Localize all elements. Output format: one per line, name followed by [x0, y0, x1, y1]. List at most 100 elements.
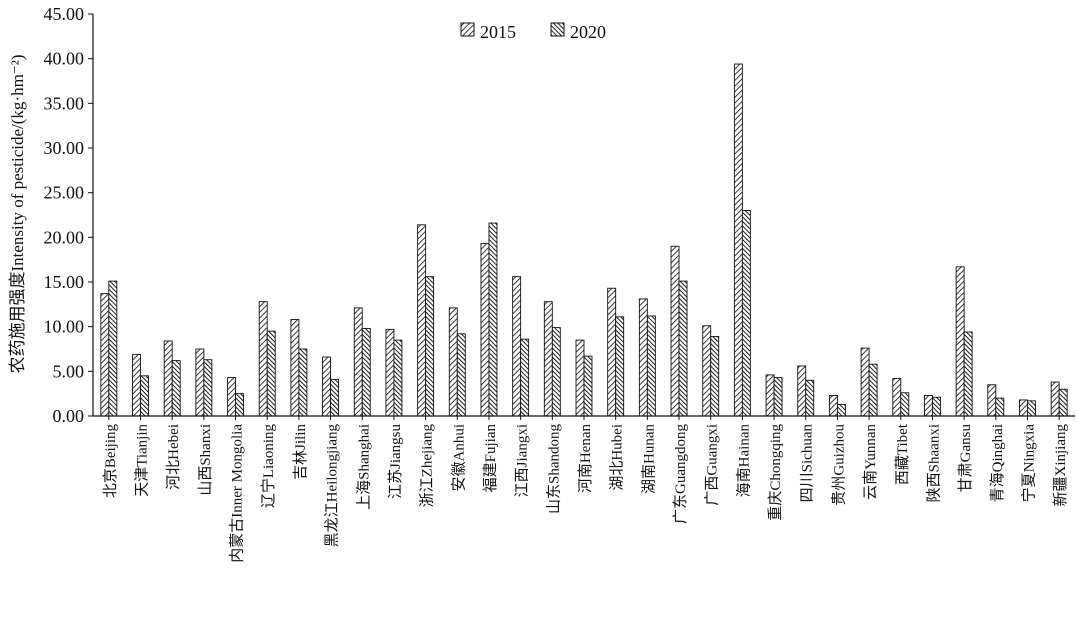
bar-2020 [615, 316, 625, 417]
x-tick-label: 江苏Jiangsu [387, 424, 404, 500]
bar-2015 [702, 325, 712, 417]
x-tick-label: 海南Hainan [735, 424, 752, 498]
x-tick-label: 四川Sichuan [800, 424, 816, 503]
x-tick-label: 吉林Jilin [292, 424, 309, 480]
y-tick-label: 40.00 [44, 49, 85, 69]
bar-2015 [480, 243, 490, 417]
bar-2020 [203, 359, 213, 417]
legend: 2015 2020 [460, 22, 606, 42]
bar-2020 [836, 403, 846, 417]
x-tick-label: 河北Hebei [165, 424, 182, 490]
bar-2015 [860, 347, 870, 417]
x-tick-label: 山东Shandong [545, 424, 562, 515]
bar-2020 [805, 379, 815, 417]
bar-2020 [298, 348, 308, 417]
bar-2020 [1058, 388, 1068, 417]
x-tick-label: 甘肃Gansu [957, 424, 974, 493]
bar-2015 [892, 378, 902, 417]
bar-2020 [932, 396, 941, 417]
bar-2015 [227, 377, 236, 417]
legend-swatch-2015 [460, 22, 475, 37]
x-tick-label: 西藏Tibet [894, 423, 911, 485]
bar-2020 [488, 222, 498, 417]
bar-2020 [868, 363, 878, 417]
x-tick-label: 辽宁Liaoning [260, 424, 277, 509]
x-tick-label: 江西Jiangxi [514, 424, 531, 497]
bar-2015 [987, 384, 997, 417]
y-tick-label: 10.00 [44, 317, 85, 337]
bar-2015 [385, 328, 395, 417]
x-tick-label: 浙江Zhejiang [419, 424, 436, 508]
bar-2020 [520, 338, 530, 417]
bar-2020 [425, 276, 435, 417]
bar-2020 [108, 280, 118, 417]
x-tick-label: 广东Guangdong [672, 424, 689, 524]
bar-2020 [710, 336, 720, 417]
bar-2020 [1027, 400, 1036, 417]
legend-swatch-2020 [550, 22, 565, 37]
bar-2015 [1050, 381, 1060, 417]
bar-2020 [900, 392, 910, 417]
bar-2015 [258, 301, 268, 417]
bar-2015 [670, 245, 680, 417]
y-tick-label: 15.00 [44, 272, 85, 292]
bar-2020 [361, 328, 371, 417]
x-tick-label: 内蒙古Inner Mongolia [229, 424, 246, 563]
bar-2020 [963, 331, 973, 417]
bar-2015 [924, 395, 933, 417]
x-tick-label: 新疆Xinjiang [1052, 424, 1069, 507]
bar-2020 [995, 397, 1005, 417]
x-tick-label: 天津Tianjin [134, 424, 151, 497]
bar-2020 [235, 393, 244, 417]
bar-2020 [773, 377, 783, 417]
x-tick-label: 北京Beijing [102, 424, 119, 499]
bar-2015 [797, 365, 807, 417]
bar-2015 [733, 63, 743, 417]
bar-2015 [575, 339, 585, 417]
x-tick-label: 山西Shanxi [197, 424, 214, 496]
bar-2015 [607, 287, 617, 417]
y-tick-label: 0.00 [53, 406, 85, 426]
bar-2020 [678, 280, 688, 417]
x-tick-label: 湖北Hubei [609, 424, 626, 491]
bar-2020 [551, 327, 561, 417]
x-tick-label: 上海Shanghai [355, 424, 372, 510]
bar-2015 [955, 266, 965, 417]
x-tick-label: 河南Henan [577, 424, 594, 494]
legend-label-2020: 2020 [570, 22, 606, 42]
bar-2015 [132, 353, 141, 417]
x-tick-label: 广西Guangxi [704, 424, 721, 506]
y-axis-label: 农药施用强度Intensity of pesticide/(kg·hm⁻²) [8, 54, 27, 373]
x-tick-label: 黑龙江Heilongjiang [324, 424, 341, 548]
bar-2015 [195, 348, 205, 417]
y-tick-label: 25.00 [44, 183, 85, 203]
x-tick-label: 陕西Shaanxi [925, 424, 942, 502]
bar-2020 [741, 210, 751, 417]
bar-2015 [100, 293, 110, 417]
bar-2015 [828, 395, 838, 417]
x-tick-label: 福建Fujian [482, 424, 499, 493]
bar-2015 [163, 340, 173, 417]
bar-2020 [171, 360, 181, 417]
x-tick-label: 湖南Hunan [640, 424, 657, 494]
x-tick-label: 贵州Guizhou [830, 424, 847, 506]
y-tick-label: 45.00 [44, 4, 85, 24]
y-tick-label: 5.00 [53, 361, 85, 381]
bar-2015 [543, 301, 553, 417]
x-tick-label: 青海Qinghai [989, 424, 1006, 502]
y-tick-label: 30.00 [44, 138, 85, 158]
bar-2015 [512, 276, 522, 417]
bar-2015 [417, 224, 427, 417]
x-tick-label: 云南Yunnan [862, 424, 879, 500]
x-tick-label: 宁夏Ningxia [1020, 424, 1037, 503]
bar-2015 [1019, 399, 1028, 417]
bar-2020 [646, 315, 656, 417]
bar-2020 [140, 375, 149, 417]
bar-2020 [330, 378, 340, 417]
legend-label-2015: 2015 [480, 22, 516, 42]
bar-2020 [583, 355, 593, 417]
bar-2020 [266, 330, 276, 417]
bar-2015 [322, 356, 332, 417]
y-tick-label: 20.00 [44, 227, 85, 247]
